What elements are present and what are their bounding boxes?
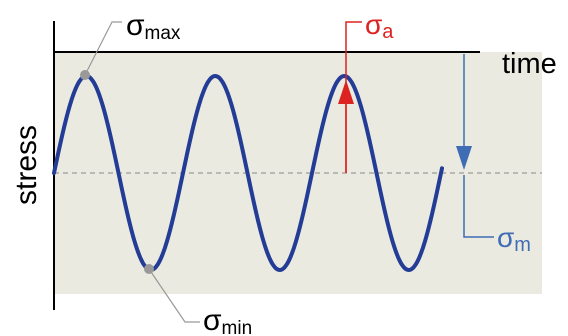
sigma-max-symbol: σ — [126, 9, 145, 42]
sigma-m-subscript: m — [514, 234, 531, 256]
sigma-min-marker — [144, 264, 154, 274]
amplitude-leader — [345, 21, 362, 173]
sigma-min-symbol: σ — [203, 304, 222, 336]
mean-arrow-head — [456, 146, 472, 170]
time-axis-label: time — [502, 48, 557, 80]
sigma-max-leader — [84, 21, 122, 76]
sigma-min-leader — [148, 268, 200, 323]
stress-wave — [52, 73, 444, 273]
sigma-max-label: σmax — [126, 9, 181, 44]
sigma-a-label: σa — [365, 9, 394, 43]
sigma-max-marker — [80, 70, 90, 80]
sigma-max-subscript: max — [145, 23, 181, 44]
sigma-m-symbol: σ — [497, 222, 514, 253]
sigma-a-symbol: σ — [365, 9, 382, 40]
sigma-min-subscript: min — [222, 318, 253, 336]
stress-axis-label: stress — [10, 125, 43, 205]
sigma-a-subscript: a — [382, 21, 394, 43]
sigma-m-label: σm — [497, 222, 531, 256]
sigma-min-label: σmin — [203, 304, 252, 336]
mean-leader — [463, 175, 494, 238]
